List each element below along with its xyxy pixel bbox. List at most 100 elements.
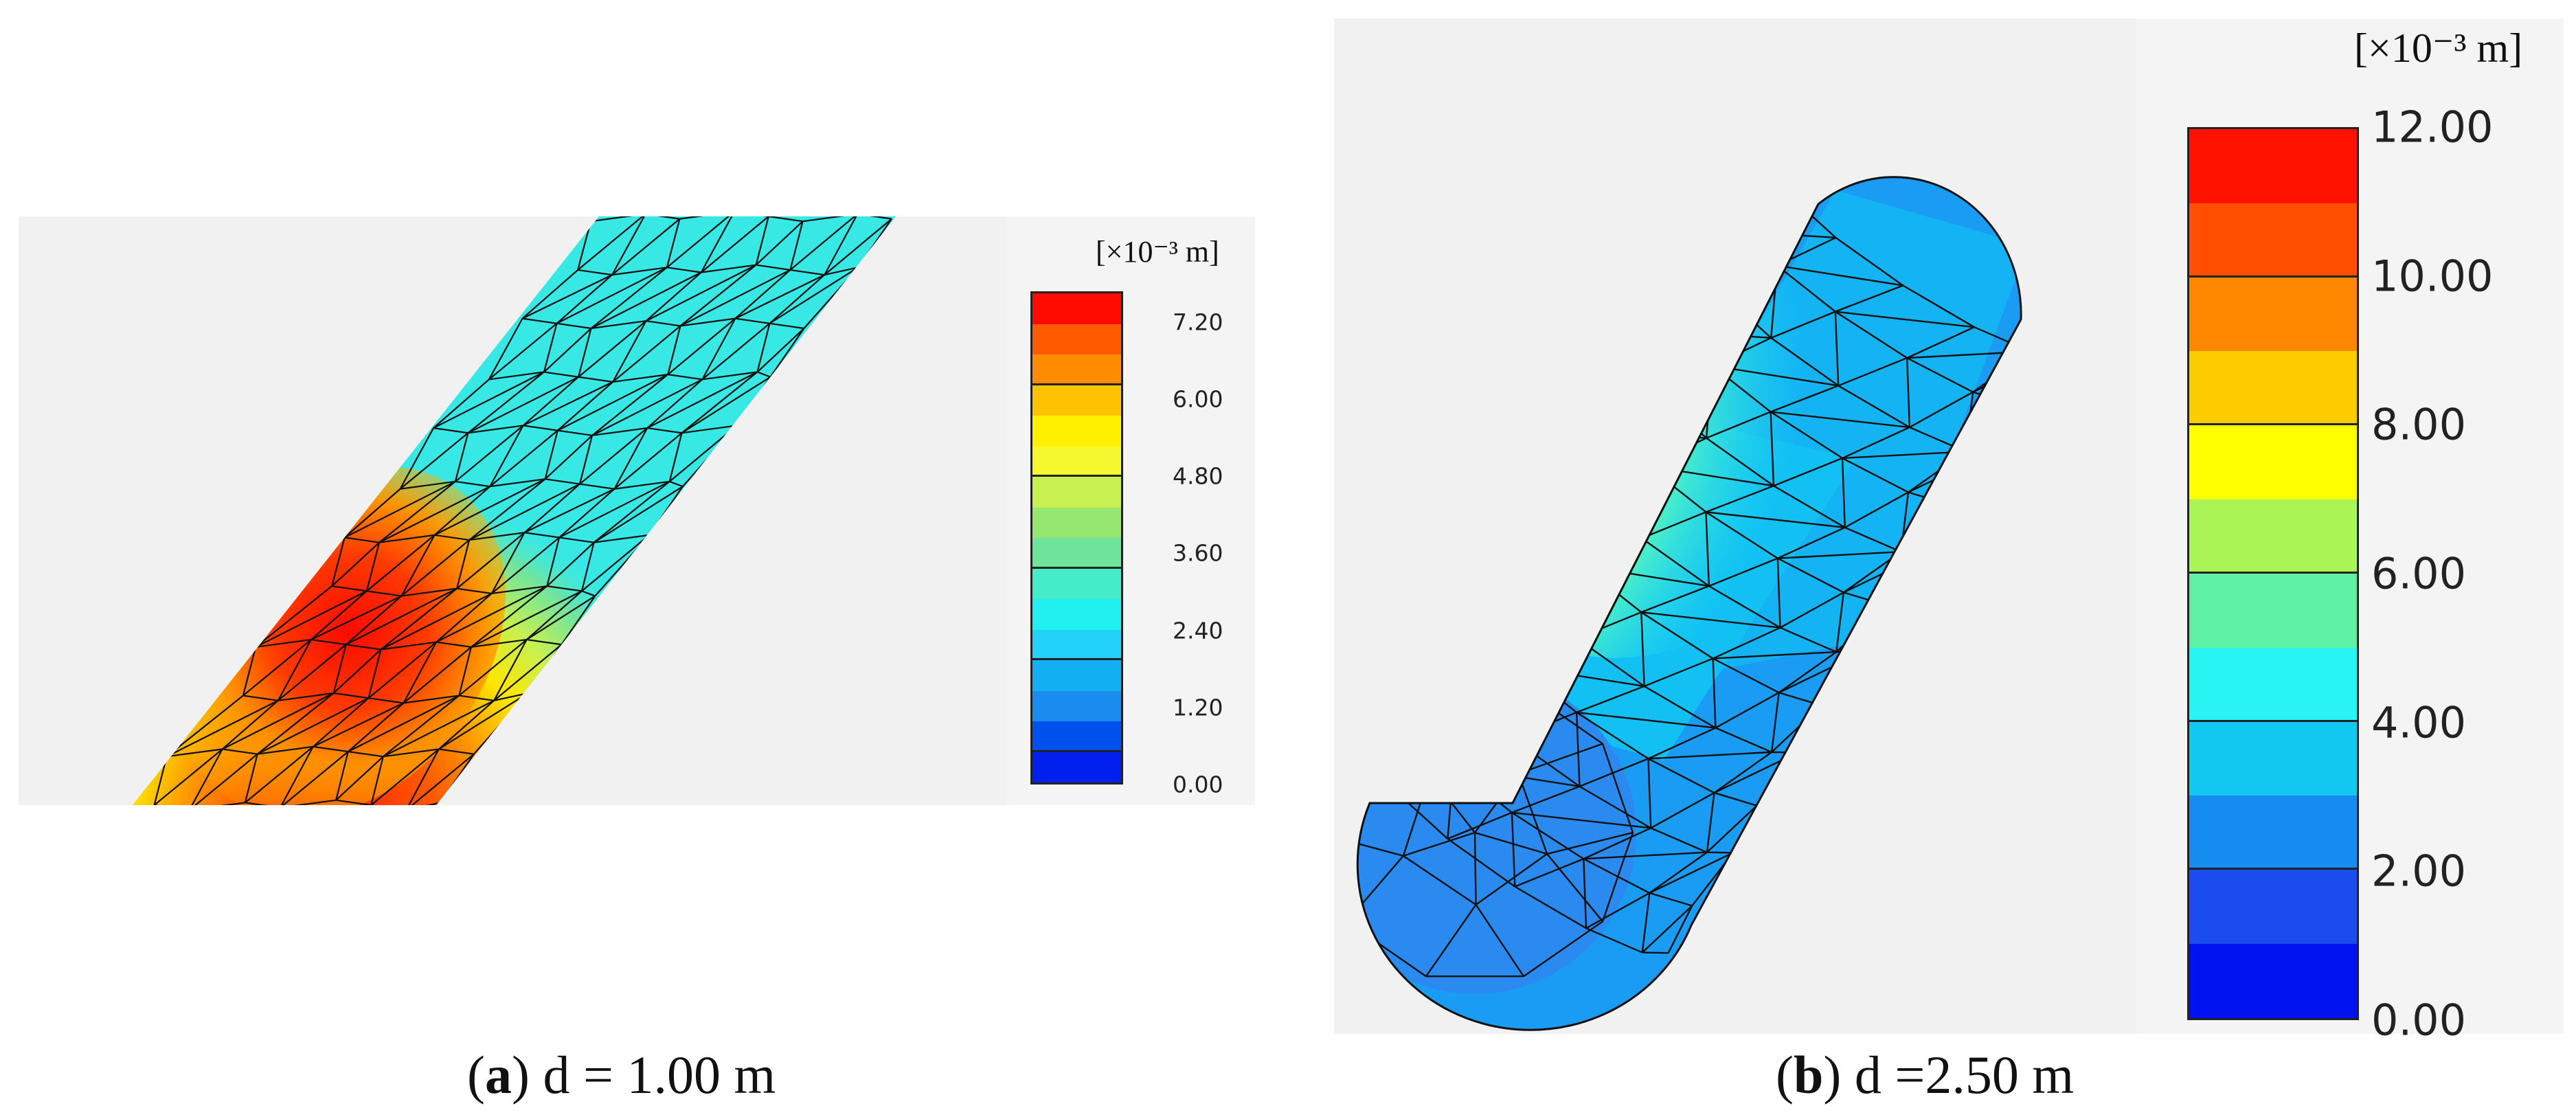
mesh-edge xyxy=(1965,404,2016,453)
mesh-edge xyxy=(578,269,613,276)
mesh-edge xyxy=(611,216,646,275)
mesh-edge xyxy=(1488,632,1519,667)
mesh-edge xyxy=(488,318,523,380)
mesh-edge xyxy=(1834,311,1840,386)
mesh-edge xyxy=(1713,627,1781,659)
panel-a: [×10⁻³ m] 7.20 6.00 4.80 3.60 2.40 1.20 0.00 xyxy=(19,216,1255,805)
mesh-edge xyxy=(1835,592,1844,653)
mesh-edge xyxy=(561,595,596,645)
tick-label: 3.60 xyxy=(1173,539,1223,567)
mesh-edge xyxy=(1777,526,1846,559)
legend-band xyxy=(1032,416,1121,447)
mesh-edge xyxy=(578,435,594,484)
mesh-edge xyxy=(1838,357,1908,387)
mesh-edge xyxy=(1906,358,1911,428)
mesh-edge xyxy=(1517,688,1525,774)
legend-unit-a: [×10⁻³ m] xyxy=(1096,235,1219,269)
mesh-edge xyxy=(701,216,769,273)
mesh-edge xyxy=(438,748,474,755)
mesh-edge xyxy=(455,425,524,482)
mesh-edge xyxy=(1489,596,1533,634)
mesh-edge xyxy=(1682,295,1727,333)
mesh-edge xyxy=(1401,765,1454,799)
mesh-edge xyxy=(1334,833,1347,921)
mesh-edge xyxy=(1640,585,1710,613)
mesh-edge xyxy=(1705,511,1778,559)
tick-label: 6.00 xyxy=(1173,385,1223,413)
mesh-edge xyxy=(401,587,457,597)
mesh-edge xyxy=(1885,552,1928,606)
mesh-edge xyxy=(594,534,650,543)
mesh-edge xyxy=(756,323,771,372)
mesh-edge xyxy=(1644,657,1714,688)
mesh-edge xyxy=(1403,831,1476,857)
mesh-edge xyxy=(1601,832,1634,922)
mesh-edge xyxy=(1770,411,1775,486)
legend-band xyxy=(1032,599,1121,630)
mesh-edge xyxy=(379,486,490,543)
mesh-edge xyxy=(1517,638,1578,668)
mesh-edge xyxy=(1546,831,1634,855)
mesh-edge xyxy=(313,745,348,753)
mesh-edge xyxy=(1584,431,1620,475)
mesh-edge xyxy=(1425,688,1431,775)
mesh-edge xyxy=(188,748,223,805)
mesh-edge xyxy=(681,371,758,434)
mesh-edge xyxy=(313,697,370,747)
mesh-edge xyxy=(1466,697,1513,740)
mesh-edge xyxy=(438,692,529,750)
mesh-edge xyxy=(433,486,490,536)
mesh-edge xyxy=(403,642,438,703)
mesh-edge xyxy=(348,695,460,753)
mesh-edge xyxy=(789,216,858,271)
mesh-edge xyxy=(280,751,349,805)
mesh-edge xyxy=(1714,791,1757,806)
mesh-edge xyxy=(255,590,368,648)
mesh-edge xyxy=(523,483,580,534)
legend-band xyxy=(1032,385,1121,416)
mesh-edge xyxy=(471,585,548,648)
mesh-edge xyxy=(277,639,312,701)
mesh-edge xyxy=(1713,651,1837,659)
legend-band xyxy=(2189,647,2357,722)
mesh-edge xyxy=(581,590,596,597)
mesh-edge xyxy=(1649,372,1662,398)
legend-band xyxy=(1032,293,1121,324)
mesh-edge xyxy=(245,746,314,804)
mesh-edge xyxy=(332,644,347,694)
mesh-edge xyxy=(1965,451,1992,453)
mesh-edge xyxy=(490,532,526,594)
mesh-edge xyxy=(1390,774,1403,798)
mesh-edge xyxy=(1511,811,1651,829)
mesh-edge xyxy=(1357,831,1404,857)
mesh-edge xyxy=(222,748,258,755)
mesh-edge xyxy=(669,480,683,488)
mesh-edge xyxy=(1770,385,1839,413)
mesh-edge xyxy=(1706,411,1772,439)
mesh-edge xyxy=(1582,537,1642,567)
mesh-edge xyxy=(1596,465,1649,498)
mesh-edge xyxy=(1647,758,1715,794)
mesh-edge xyxy=(1546,853,1604,923)
mesh-edge xyxy=(1667,905,1693,954)
mesh-edge xyxy=(1423,720,1433,734)
legend-band xyxy=(1032,446,1121,477)
mesh-edge xyxy=(645,216,680,220)
mesh-edge xyxy=(1561,496,1597,521)
mesh-edge xyxy=(1909,391,1974,429)
mesh-edge xyxy=(1649,892,1693,907)
mesh-edge xyxy=(1690,273,1716,321)
mesh-edge xyxy=(366,534,436,592)
mesh-edge xyxy=(590,267,668,329)
mesh-edge xyxy=(1648,751,1772,760)
mesh-edge xyxy=(468,478,546,541)
mesh-edge xyxy=(1523,921,1603,978)
mesh-edge xyxy=(1431,673,1457,722)
mesh-edge xyxy=(1618,431,1649,467)
mesh-edge xyxy=(734,269,791,319)
mesh-edge xyxy=(1447,838,1515,888)
mesh-edge xyxy=(1489,631,1577,640)
mesh-edge xyxy=(579,483,615,490)
mesh-edge xyxy=(755,216,769,265)
mesh-edge xyxy=(383,748,439,758)
